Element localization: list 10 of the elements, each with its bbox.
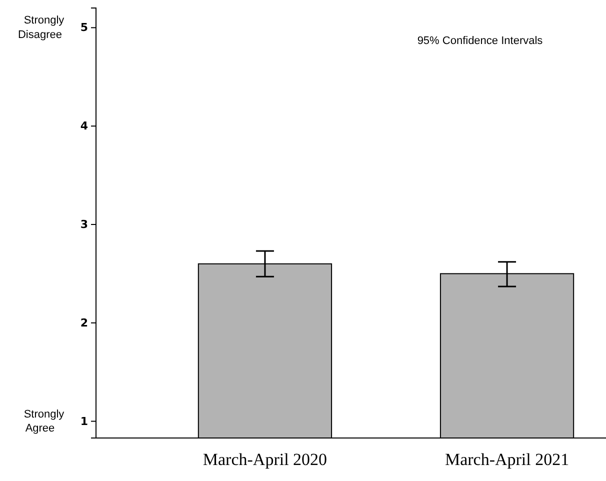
text: Strongly Agree: [24, 408, 65, 435]
x-tick-label: March-April 2020: [202, 450, 328, 469]
y-tick-label: 4: [80, 120, 88, 133]
annotation: 95% Confidence Intervals: [417, 35, 544, 47]
y-tick-label: 1: [80, 414, 88, 428]
y-tick-label: 2: [80, 316, 88, 330]
y-tick-label: 5: [80, 21, 88, 34]
text: Strongly Disagree: [18, 14, 65, 41]
x-tick-label: March-April 2021: [444, 450, 570, 469]
y-tick-label: 3: [80, 218, 88, 231]
